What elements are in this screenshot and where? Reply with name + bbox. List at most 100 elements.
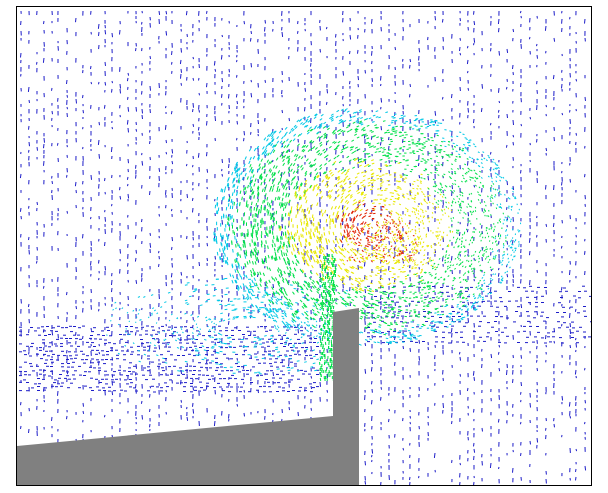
velocity-vector bbox=[158, 263, 160, 267]
velocity-vector bbox=[374, 126, 378, 129]
velocity-vector bbox=[490, 286, 492, 292]
velocity-vector bbox=[490, 353, 493, 359]
velocity-vector bbox=[317, 186, 320, 191]
velocity-vector bbox=[316, 298, 320, 302]
velocity-vector bbox=[198, 261, 200, 267]
velocity-vector bbox=[464, 137, 467, 139]
velocity-vector bbox=[416, 193, 419, 195]
velocity-vector bbox=[233, 183, 236, 188]
velocity-vector bbox=[303, 190, 307, 194]
velocity-vector bbox=[385, 221, 387, 224]
velocity-vector bbox=[435, 243, 438, 246]
velocity-vector bbox=[481, 230, 483, 235]
velocity-vector bbox=[442, 193, 445, 196]
velocity-vector bbox=[220, 312, 223, 315]
velocity-vector bbox=[380, 97, 383, 103]
velocity-vector bbox=[221, 173, 223, 177]
velocity-vector bbox=[483, 271, 486, 274]
velocity-vector bbox=[287, 342, 290, 346]
velocity-vector bbox=[51, 369, 53, 375]
velocity-vector bbox=[508, 197, 511, 200]
velocity-vector bbox=[417, 212, 420, 215]
velocity-vector bbox=[245, 190, 247, 195]
velocity-vector bbox=[272, 291, 276, 295]
velocity-vector bbox=[413, 260, 416, 262]
velocity-vector bbox=[141, 21, 143, 25]
velocity-vector bbox=[461, 174, 464, 177]
velocity-vector bbox=[313, 355, 316, 358]
velocity-vector bbox=[413, 180, 416, 183]
velocity-vector bbox=[325, 26, 328, 30]
velocity-vector bbox=[293, 185, 296, 190]
velocity-vector bbox=[228, 233, 230, 237]
velocity-vector bbox=[467, 167, 470, 170]
velocity-vector bbox=[561, 112, 564, 116]
velocity-vector bbox=[262, 146, 265, 150]
velocity-vector bbox=[126, 119, 129, 125]
velocity-vector bbox=[295, 195, 298, 199]
velocity-vector bbox=[345, 289, 349, 292]
velocity-vector bbox=[273, 171, 276, 176]
velocity-vector bbox=[378, 324, 382, 326]
velocity-vector bbox=[363, 221, 367, 225]
velocity-vector bbox=[427, 173, 430, 176]
velocity-vector bbox=[279, 290, 283, 294]
velocity-vector bbox=[158, 344, 161, 350]
velocity-vector bbox=[104, 29, 107, 35]
velocity-vector bbox=[584, 18, 586, 24]
velocity-vector bbox=[351, 139, 355, 142]
velocity-vector bbox=[213, 322, 216, 325]
velocity-vector bbox=[314, 369, 318, 372]
velocity-vector bbox=[430, 172, 433, 174]
velocity-vector bbox=[460, 262, 462, 265]
velocity-vector bbox=[180, 73, 182, 79]
velocity-vector bbox=[498, 87, 500, 93]
velocity-vector bbox=[27, 86, 30, 92]
velocity-vector bbox=[379, 284, 383, 286]
velocity-vector bbox=[371, 77, 373, 82]
velocity-vector bbox=[561, 181, 563, 186]
velocity-vector bbox=[180, 68, 182, 73]
velocity-vector bbox=[111, 315, 113, 318]
velocity-vector bbox=[575, 78, 578, 82]
velocity-vector bbox=[411, 210, 414, 213]
velocity-vector bbox=[475, 177, 478, 180]
velocity-vector bbox=[529, 402, 531, 408]
velocity-vector bbox=[97, 23, 100, 29]
velocity-vector bbox=[354, 127, 358, 131]
velocity-vector bbox=[574, 308, 577, 312]
velocity-vector bbox=[490, 47, 492, 52]
velocity-vector bbox=[459, 17, 461, 22]
velocity-vector bbox=[288, 240, 291, 245]
velocity-vector bbox=[421, 263, 425, 266]
velocity-vector bbox=[536, 367, 538, 372]
velocity-vector bbox=[451, 93, 453, 99]
velocity-vector bbox=[51, 87, 53, 91]
velocity-vector bbox=[292, 350, 296, 352]
velocity-vector bbox=[234, 167, 237, 172]
velocity-vector bbox=[184, 312, 187, 315]
velocity-vector bbox=[393, 201, 396, 203]
velocity-vector bbox=[374, 288, 378, 291]
velocity-vector bbox=[228, 312, 230, 317]
velocity-vector bbox=[380, 386, 382, 390]
velocity-vector bbox=[569, 269, 571, 276]
velocity-vector bbox=[149, 385, 152, 389]
velocity-vector bbox=[390, 122, 394, 124]
velocity-vector bbox=[309, 316, 313, 320]
velocity-vector bbox=[369, 275, 373, 277]
velocity-vector bbox=[452, 264, 455, 267]
velocity-vector bbox=[215, 338, 219, 340]
velocity-vector bbox=[228, 297, 230, 302]
velocity-vector bbox=[279, 172, 283, 176]
velocity-vector bbox=[149, 344, 151, 350]
velocity-vector bbox=[176, 331, 179, 334]
velocity-vector bbox=[536, 138, 538, 143]
velocity-vector bbox=[304, 179, 308, 184]
velocity-vector bbox=[259, 338, 263, 340]
velocity-vector bbox=[326, 88, 328, 94]
velocity-vector bbox=[489, 277, 492, 280]
velocity-vector bbox=[170, 110, 173, 115]
velocity-vector bbox=[520, 303, 523, 309]
velocity-vector bbox=[498, 344, 501, 348]
